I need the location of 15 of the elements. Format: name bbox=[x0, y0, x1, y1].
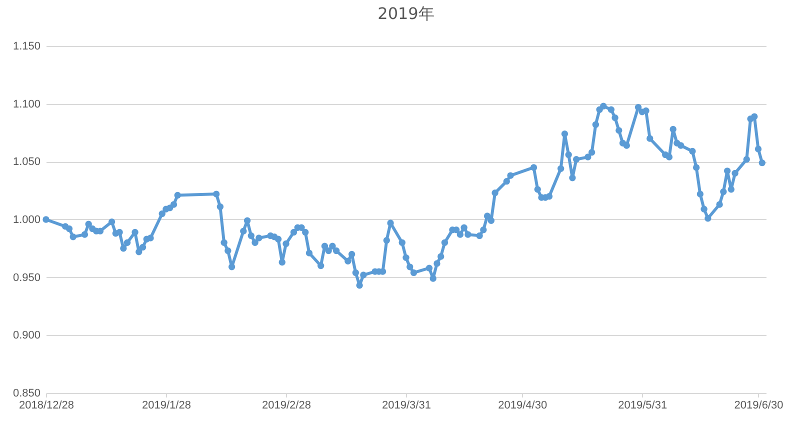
x-tick-label: 2019/6/30 bbox=[734, 400, 784, 412]
y-tick-label: 1.100 bbox=[12, 98, 40, 110]
y-tick-label: 1.050 bbox=[12, 156, 40, 168]
y-tick-label: 1.150 bbox=[12, 40, 40, 52]
y-tick-label: 0.850 bbox=[12, 388, 40, 400]
y-tick-label: 0.900 bbox=[12, 330, 40, 342]
x-tick-label: 2018/12/28 bbox=[18, 400, 74, 412]
x-tick-label: 2019/5/31 bbox=[618, 400, 668, 412]
x-tick-label: 2019/2/28 bbox=[262, 400, 311, 412]
chart-title: 2019年 bbox=[378, 4, 434, 23]
y-tick-label: 0.950 bbox=[12, 272, 40, 284]
x-tick-label: 2019/4/30 bbox=[498, 400, 548, 412]
x-tick-label: 2019/3/31 bbox=[382, 400, 431, 412]
y-tick-label: 1.000 bbox=[12, 214, 40, 226]
x-tick-label: 2019/1/28 bbox=[142, 400, 191, 412]
